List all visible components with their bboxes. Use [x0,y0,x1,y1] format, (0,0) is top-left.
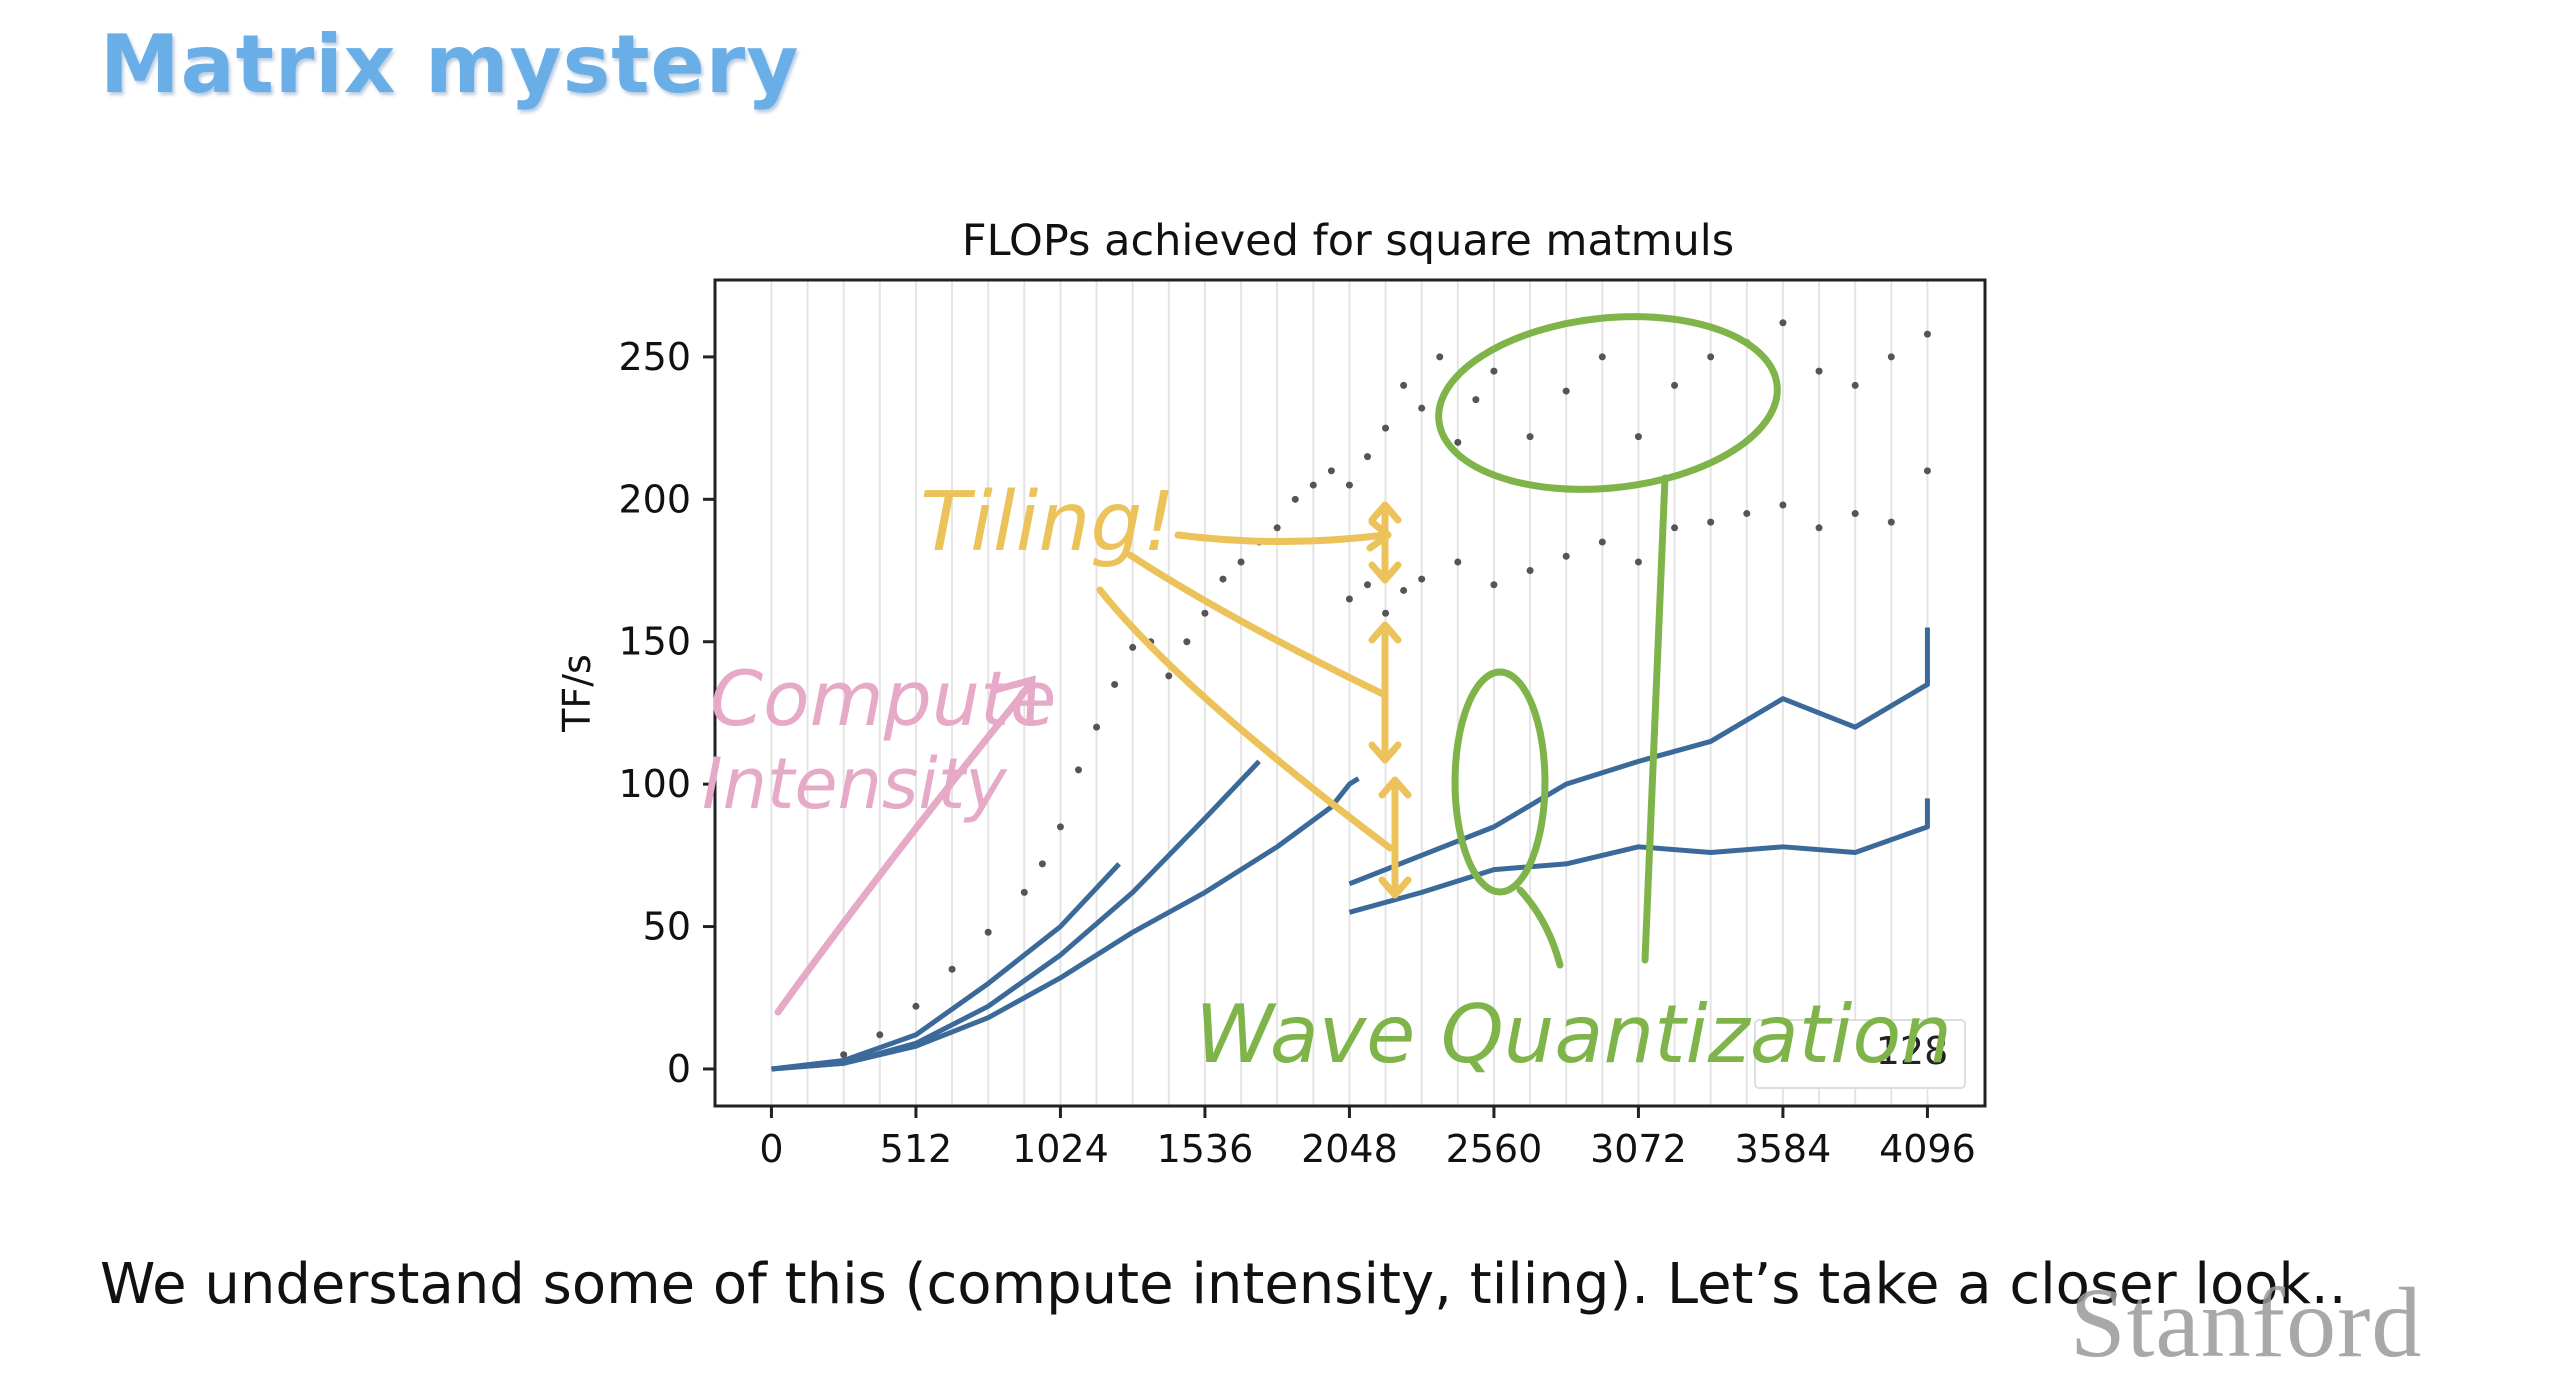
data-point [1345,595,1353,603]
data-point [1743,510,1751,518]
data-point [1363,581,1371,589]
y-tick-label: 200 [618,477,691,521]
x-tick-label: 3584 [1735,1127,1832,1171]
data-point [1707,353,1715,361]
slide-title: Matrix mystery [100,18,800,111]
blue-line-series [771,627,1930,1072]
series-line [771,776,1360,1072]
series-line [1348,798,1930,915]
data-point [1400,381,1408,389]
data-point [1327,467,1335,475]
data-point [1273,524,1281,532]
data-point [1201,609,1209,617]
x-tick-label: 1536 [1157,1127,1254,1171]
data-point [1851,510,1859,518]
series-line [771,862,1121,1072]
data-point [1671,381,1679,389]
stanford-logo: Stanford [2070,1267,2423,1378]
data-point [1634,433,1642,441]
y-tick-label: 0 [667,1047,691,1091]
x-tick-label: 4096 [1879,1127,1976,1171]
data-point [1291,495,1299,503]
data-point [1363,453,1371,461]
data-point [1020,888,1028,896]
legend-label: 128 [1876,1029,1949,1073]
data-point [1111,680,1119,688]
data-point [1851,381,1859,389]
data-point [1887,518,1895,526]
data-point [1237,558,1245,566]
data-point [1454,558,1462,566]
data-point [1418,404,1426,412]
data-point [1779,501,1787,509]
data-point [1400,586,1408,594]
data-point [948,965,956,973]
data-point [1454,438,1462,446]
y-tick-label: 100 [618,762,691,806]
data-point [1815,367,1823,375]
x-tick-label: 2048 [1301,1127,1398,1171]
y-axis-label: TF/s [555,654,599,733]
data-point [1165,672,1173,680]
data-point [1598,538,1606,546]
data-point [1490,581,1498,589]
compute-intensity-annotation [774,675,1036,1016]
intensity-label: Intensity [702,743,1008,825]
tiling-label: Tiling! [920,475,1175,570]
wave-quantization-annotation [1435,313,1781,969]
y-tick-label: 50 [643,905,691,949]
x-tick-label: 512 [880,1127,953,1171]
data-point [1183,638,1191,646]
legend-box: 128 [1754,1019,1966,1089]
data-point [1056,823,1064,831]
data-point [1382,424,1390,432]
data-point [1382,609,1390,617]
series-line [1348,627,1930,887]
data-point [1075,766,1083,774]
data-point [1815,524,1823,532]
chart-title: FLOPs achieved for square matmuls [962,216,1734,266]
data-point [1598,353,1606,361]
data-point [1219,575,1227,583]
data-point [1526,567,1534,575]
data-point [1093,723,1101,731]
data-point [1562,387,1570,395]
y-tick-label: 250 [618,335,691,379]
data-point [1671,524,1679,532]
data-point [1923,467,1931,475]
data-point [876,1031,884,1039]
data-point [840,1051,848,1059]
data-point [912,1002,920,1010]
data-point [1707,518,1715,526]
data-point [1309,481,1317,489]
slide-caption: We understand some of this (compute inte… [100,1252,2347,1317]
data-point [1129,643,1137,651]
y-axis-ticks: 0 50 100 150 200 250 [618,335,715,1091]
x-axis-ticks: 0 512 1024 1536 2048 2560 3072 3584 4096 [759,1106,1976,1171]
data-point [984,928,992,936]
compute-label: Compute [710,654,1057,743]
data-point [1436,353,1444,361]
data-point [1562,552,1570,560]
data-point [1526,433,1534,441]
y-tick-label: 150 [618,620,691,664]
data-point [1472,396,1480,404]
x-tick-label: 3072 [1590,1127,1687,1171]
data-point [1634,558,1642,566]
data-point [1779,319,1787,327]
x-tick-label: 2560 [1446,1127,1543,1171]
tiling-annotation [1096,501,1412,899]
data-point [1923,330,1931,338]
data-point [1038,860,1046,868]
data-point [1345,481,1353,489]
wave-quantization-label: Wave Quantization [1195,988,1952,1081]
data-point [1490,367,1498,375]
x-tick-label: 1024 [1012,1127,1109,1171]
x-tick-label: 0 [759,1127,783,1171]
data-point [1418,575,1426,583]
data-point [1887,353,1895,361]
gray-dot-series [840,319,1931,1059]
